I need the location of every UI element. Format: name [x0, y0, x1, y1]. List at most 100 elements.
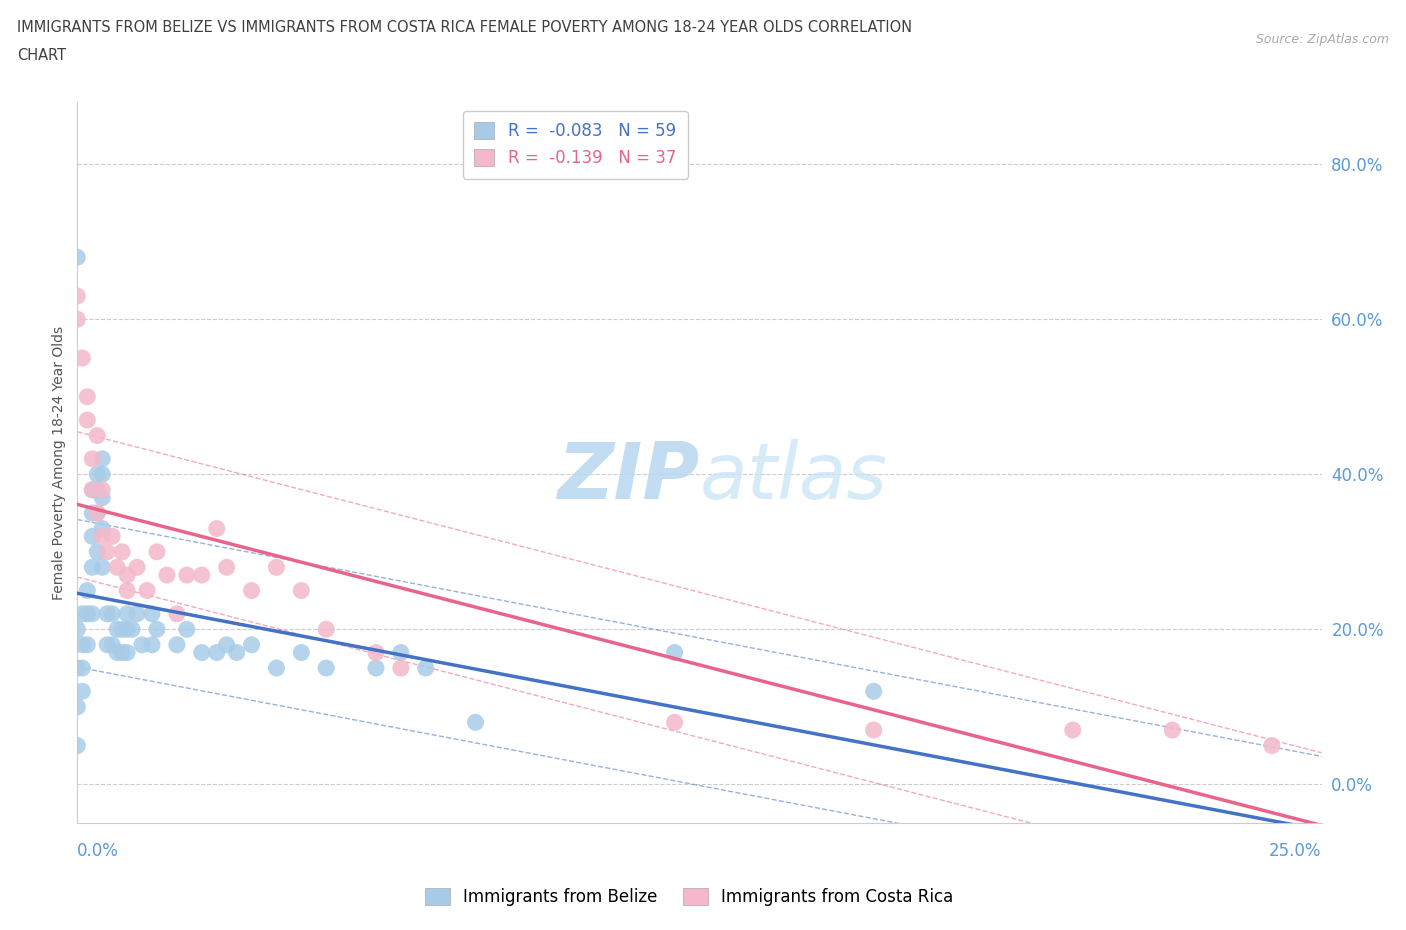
Point: [240, 637, 263, 652]
Point: [121, 622, 143, 637]
Point: [146, 544, 169, 559]
Point: [91, 483, 114, 498]
Point: [96, 637, 118, 652]
Text: 25.0%: 25.0%: [1270, 842, 1322, 859]
Point: [176, 622, 198, 637]
Point: [415, 660, 437, 675]
Point: [76, 637, 98, 652]
Point: [66, 660, 89, 675]
Point: [862, 723, 884, 737]
Point: [66, 622, 89, 637]
Point: [156, 567, 179, 582]
Point: [215, 637, 238, 652]
Point: [115, 606, 138, 621]
Point: [82, 451, 104, 466]
Point: [389, 645, 412, 660]
Point: [111, 544, 134, 559]
Point: [66, 699, 89, 714]
Point: [105, 622, 128, 637]
Point: [240, 583, 263, 598]
Point: [72, 684, 94, 698]
Text: IMMIGRANTS FROM BELIZE VS IMMIGRANTS FROM COSTA RICA FEMALE POVERTY AMONG 18-24 : IMMIGRANTS FROM BELIZE VS IMMIGRANTS FRO…: [17, 20, 912, 35]
Point: [105, 560, 128, 575]
Point: [111, 645, 134, 660]
Point: [862, 684, 884, 698]
Point: [146, 622, 169, 637]
Point: [101, 637, 124, 652]
Point: [364, 660, 387, 675]
Point: [176, 567, 198, 582]
Point: [664, 645, 686, 660]
Point: [115, 567, 138, 582]
Y-axis label: Female Poverty Among 18-24 Year Olds: Female Poverty Among 18-24 Year Olds: [52, 326, 66, 600]
Point: [166, 606, 188, 621]
Point: [266, 560, 288, 575]
Point: [91, 521, 114, 536]
Point: [125, 560, 148, 575]
Point: [82, 560, 104, 575]
Point: [115, 622, 138, 637]
Point: [364, 645, 387, 660]
Point: [82, 483, 104, 498]
Point: [72, 637, 94, 652]
Point: [86, 506, 108, 521]
Point: [66, 250, 89, 265]
Point: [141, 637, 163, 652]
Point: [72, 606, 94, 621]
Point: [76, 606, 98, 621]
Point: [82, 506, 104, 521]
Point: [72, 660, 94, 675]
Point: [389, 660, 412, 675]
Point: [86, 544, 108, 559]
Text: 0.0%: 0.0%: [77, 842, 120, 859]
Point: [125, 606, 148, 621]
Point: [72, 351, 94, 365]
Point: [66, 738, 89, 753]
Point: [115, 583, 138, 598]
Point: [86, 506, 108, 521]
Point: [66, 312, 89, 326]
Point: [315, 622, 337, 637]
Point: [91, 560, 114, 575]
Point: [82, 483, 104, 498]
Point: [76, 583, 98, 598]
Point: [1161, 723, 1184, 737]
Point: [111, 622, 134, 637]
Point: [82, 606, 104, 621]
Point: [96, 606, 118, 621]
Text: atlas: atlas: [700, 439, 887, 515]
Point: [290, 583, 312, 598]
Point: [115, 645, 138, 660]
Point: [166, 637, 188, 652]
Point: [101, 529, 124, 544]
Point: [191, 645, 214, 660]
Point: [225, 645, 247, 660]
Point: [290, 645, 312, 660]
Point: [215, 560, 238, 575]
Point: [91, 529, 114, 544]
Text: ZIP: ZIP: [557, 439, 700, 515]
Point: [66, 288, 89, 303]
Point: [464, 715, 486, 730]
Point: [136, 583, 159, 598]
Point: [205, 521, 228, 536]
Point: [664, 715, 686, 730]
Point: [86, 483, 108, 498]
Point: [91, 451, 114, 466]
Point: [86, 428, 108, 443]
Point: [315, 660, 337, 675]
Legend: R =  -0.083   N = 59, R =  -0.139   N = 37: R = -0.083 N = 59, R = -0.139 N = 37: [463, 111, 688, 179]
Point: [101, 606, 124, 621]
Point: [91, 490, 114, 505]
Point: [191, 567, 214, 582]
Point: [205, 645, 228, 660]
Point: [105, 645, 128, 660]
Point: [96, 544, 118, 559]
Point: [141, 606, 163, 621]
Point: [131, 637, 153, 652]
Point: [82, 529, 104, 544]
Point: [1261, 738, 1284, 753]
Point: [91, 467, 114, 482]
Point: [76, 413, 98, 428]
Text: CHART: CHART: [17, 48, 66, 63]
